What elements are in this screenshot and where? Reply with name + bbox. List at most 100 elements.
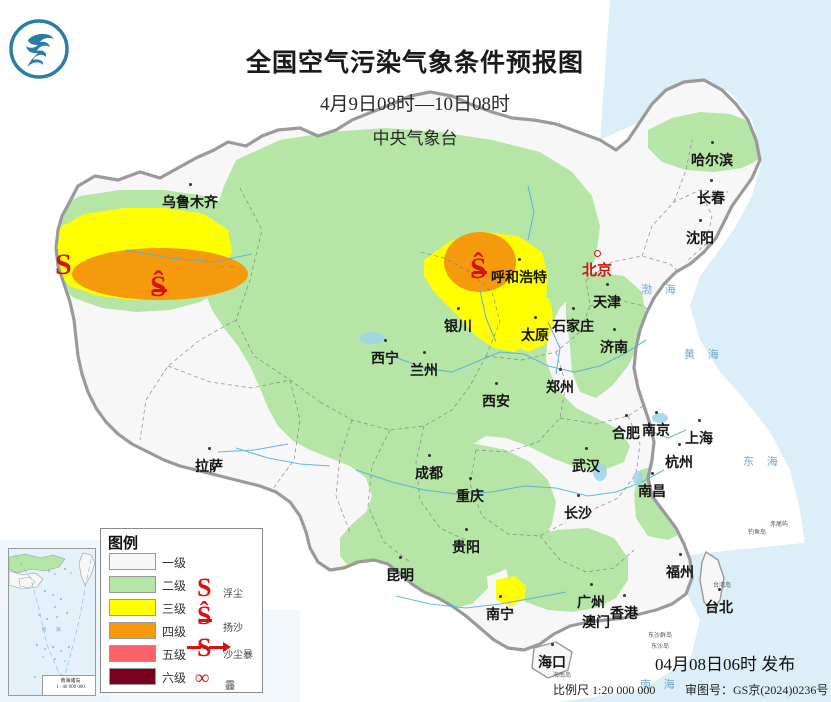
inset-scale-value: 1 : 40 000 000 [56,685,85,690]
legend-color-swatch [109,553,156,570]
city-label: 武汉 [572,460,600,475]
legend-title: 图例 [108,536,139,552]
city-marker [613,328,616,331]
city-marker [534,316,537,319]
city-marker [559,368,562,371]
page-title: 全国空气污染气象条件预报图 [245,50,584,77]
cma-dragon-logo [8,18,70,80]
island-label: 钓鱼岛 [748,530,767,536]
city-marker [699,219,702,222]
city-label: 石家庄 [552,320,594,335]
city-label: 西宁 [371,352,399,367]
rivers [125,185,687,609]
haze-symbol: ∞ [195,667,210,689]
sea-label: 东 海 [743,456,783,468]
blowing-sand-symbol: Ŝ [150,270,167,303]
legend-color-swatch [109,668,156,685]
island-label: 赤尾屿 [770,522,789,528]
sea-label: 南 海 [640,679,680,691]
city-marker [585,447,588,450]
city-label: 沈阳 [686,232,714,247]
svg-text:南 海: 南 海 [41,626,64,633]
city-label: 济南 [600,341,628,356]
legend-level-row: 一级 [109,553,257,572]
floating-dust-symbol: S [55,248,72,281]
legend-level-label: 六级 [162,671,187,685]
islands [531,550,725,679]
issuing-organization: 中央气象台 [372,129,458,148]
city-marker [551,643,554,646]
city-label: 海口 [538,656,566,671]
sandstorm-symbol-label: 沙尘暴 [223,650,253,661]
city-marker [428,454,431,457]
floating-dust-symbol-label: 浮尘 [223,589,243,600]
city-label: 南昌 [638,485,666,500]
city-marker [698,419,701,422]
sandstorm-symbol: S [197,633,212,662]
city-label: 长春 [697,192,725,207]
city-label: 太原 [521,329,549,344]
city-label: 长沙 [564,507,592,522]
city-label: 拉萨 [195,460,223,475]
sea-label: 渤 海 [641,284,681,296]
city-marker [718,588,721,591]
city-marker [577,494,580,497]
legend-level-label: 二级 [162,579,187,593]
city-marker [595,603,598,606]
issue-time: 04月08日06时 发布 [655,655,796,674]
city-label: 福州 [666,566,694,581]
city-label: 重庆 [456,490,484,505]
city-label: 南宁 [486,608,514,623]
city-label: 昆明 [386,569,414,584]
island-label: 东沙群岛 [648,633,673,639]
city-marker [457,307,460,310]
lakes [359,332,668,485]
city-marker [572,307,575,310]
city-label: 天津 [593,296,621,311]
legend-level-row: 四级 [109,622,257,641]
legend-level-label: 四级 [162,625,187,639]
island-label: 海南岛 [553,673,572,679]
legend-level-row: 六级 [109,668,257,687]
city-marker [711,141,714,144]
city-marker [606,283,609,286]
city-label: 北京 [582,263,613,279]
blowing-sand-symbol: Ŝ [197,601,212,630]
forecast-period: 4月9日08时—10日08时 [319,94,510,115]
legend-level-label: 三级 [162,602,187,616]
city-marker [594,250,601,257]
inset-scale-box: 南海诸岛 1 : 40 000 000 [42,675,95,695]
city-marker [495,382,498,385]
sandstorm-arrow-head [223,642,231,652]
city-marker [655,411,658,414]
blowing-sand-bar [199,619,212,622]
city-label: 银川 [444,320,472,335]
city-label: 澳门 [582,616,610,631]
legend-level-label: 一级 [162,556,187,570]
city-label: 南京 [642,424,670,439]
city-marker [499,595,502,598]
legend-color-swatch [109,622,156,639]
city-label: 合肥 [612,427,640,442]
blowing-sand-bar [473,271,487,274]
island-label: 东沙岛 [651,644,670,650]
blowing-sand-bar [153,289,167,292]
city-marker [189,183,192,186]
city-label: 郑州 [546,381,574,396]
city-label: 呼和浩特 [491,271,547,286]
city-label: 西安 [482,395,510,410]
city-label: 哈尔滨 [691,154,733,169]
city-marker [518,258,521,261]
city-marker [423,351,426,354]
blowing-sand-symbol-label: 扬沙 [223,623,243,634]
city-label: 成都 [415,467,443,482]
national-border [54,78,762,652]
city-label: 台北 [705,601,733,616]
approval-number: 审图号：GS京(2024)0236号 [685,683,829,697]
city-marker [590,583,593,586]
city-marker [384,339,387,342]
city-marker [469,477,472,480]
city-label: 乌鲁木齐 [162,196,218,211]
city-marker [625,414,628,417]
